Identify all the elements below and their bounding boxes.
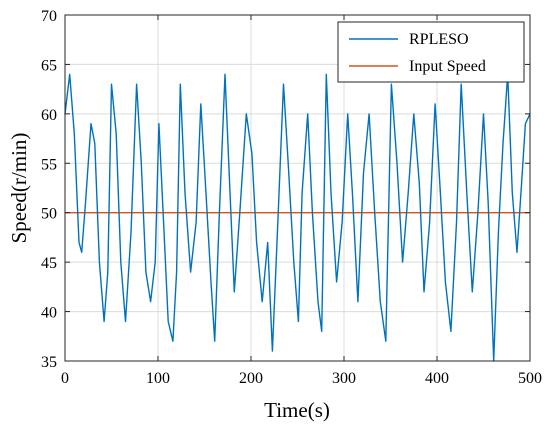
x-tick-label: 100 — [146, 370, 170, 387]
x-tick-label: 0 — [61, 370, 69, 387]
legend-box — [337, 21, 525, 83]
y-tick-label: 60 — [41, 107, 57, 124]
y-tick-label: 65 — [41, 57, 57, 74]
x-tick-label: 400 — [425, 370, 449, 387]
series-group — [64, 73, 531, 362]
plot-frame — [64, 14, 531, 362]
legend-label-input-speed: Input Speed — [409, 58, 486, 75]
y-tick-label: 35 — [41, 354, 57, 371]
legend-label-rpleso: RPLESO — [409, 31, 469, 48]
y-tick-label: 40 — [41, 305, 57, 322]
legend: RPLESO Input Speed — [337, 21, 525, 83]
axis-ticks: 0 100 200 300 400 500 35 40 45 50 55 60 65 70 — [41, 8, 542, 387]
y-tick-label: 55 — [41, 156, 57, 173]
series-line-rpleso — [64, 73, 531, 362]
x-tick-label: 500 — [518, 370, 542, 387]
x-axis-title: Time(s) — [264, 398, 330, 422]
y-tick-label: 45 — [41, 255, 57, 272]
x-tick-label: 300 — [332, 370, 356, 387]
y-tick-label: 70 — [41, 8, 57, 25]
x-tick-label: 200 — [239, 370, 263, 387]
y-tick-label: 50 — [41, 206, 57, 223]
y-axis-title: Speed(r/min) — [7, 133, 31, 244]
